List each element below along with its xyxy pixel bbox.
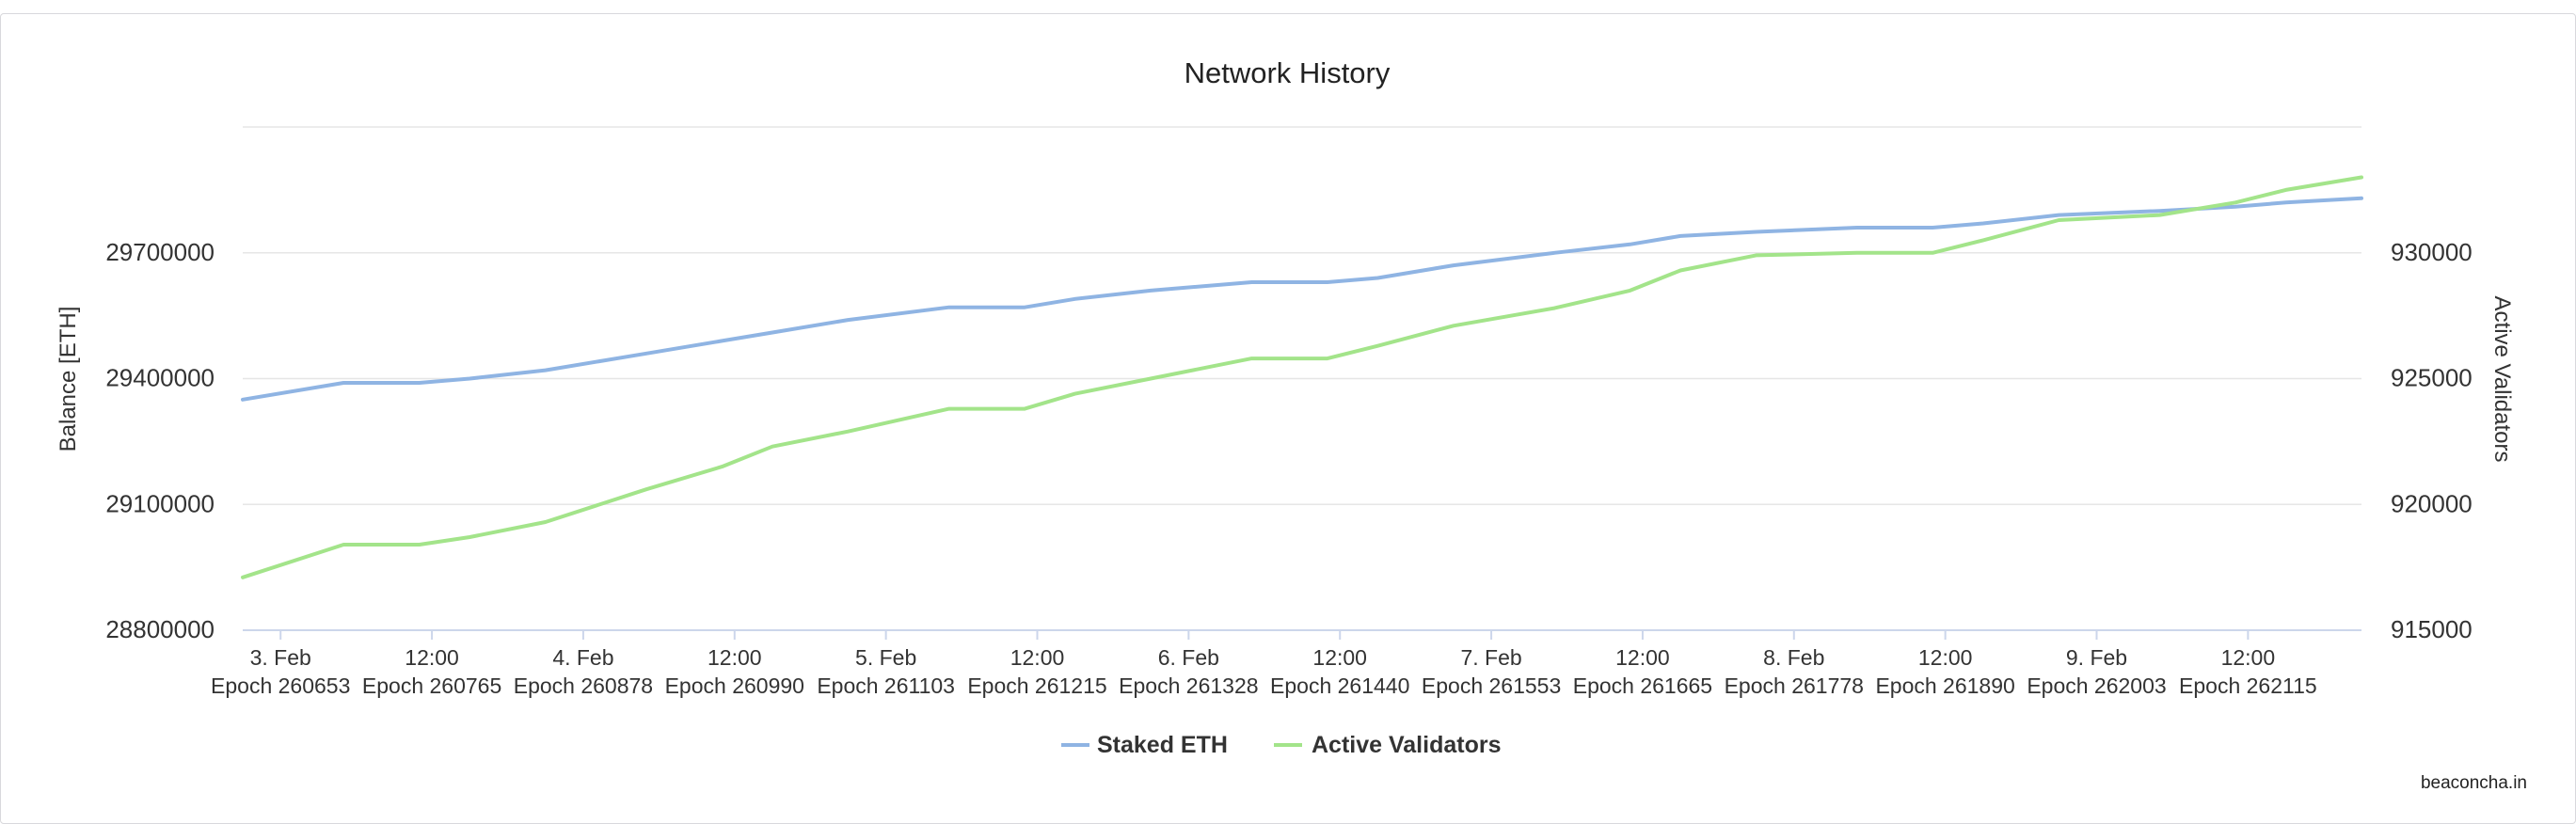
x-tick-label: 12:00 [708,645,762,670]
x-tick-label: 5. Feb [855,645,916,670]
x-tick-epoch: Epoch 261440 [1270,673,1409,698]
x-tick-label: 12:00 [1615,645,1670,670]
y-tick-label: 29400000 [105,364,215,392]
x-tick-epoch: Epoch 261778 [1725,673,1864,698]
y2-tick-label: 915000 [2391,615,2473,643]
x-tick-label: 7. Feb [1460,645,1521,670]
x-axis-ticks: 3. Feb Epoch 260653 12:00 Epoch 260765 4. Fe… [211,630,2317,698]
y-tick-label: 29700000 [105,238,215,266]
y2-tick-label: 920000 [2391,489,2473,517]
x-tick-label: 9. Feb [2066,645,2127,670]
x-tick-label: 8. Feb [1763,645,1824,670]
y-axis-right-label: Active Validators [2489,296,2515,463]
legend-item-staked-eth[interactable]: Staked ETH [1061,732,1228,758]
y-axis-left-label: Balance [ETH] [56,307,81,452]
y-axis-left-ticks: 28800000 29100000 29400000 29700000 [105,238,215,643]
series-line-active-validators[interactable] [241,175,2363,579]
x-tick-epoch: Epoch 261553 [1422,673,1561,698]
x-tick-label: 3. Feb [250,645,311,670]
chart-card [0,13,2576,824]
y2-tick-label: 925000 [2391,364,2473,392]
x-tick-label: 12:00 [2221,645,2276,670]
x-tick-epoch: Epoch 261890 [1875,673,2014,698]
x-tick-label: 12:00 [1312,645,1367,670]
x-tick-label: 12:00 [1918,645,1973,670]
y-tick-label: 28800000 [105,615,215,643]
series-lines [241,175,2363,579]
x-tick-epoch: Epoch 260878 [514,673,653,698]
x-tick-label: 4. Feb [552,645,613,670]
legend-label-active-validators: Active Validators [1312,732,1501,758]
x-tick-epoch: Epoch 262003 [2027,673,2166,698]
series-line-staked-eth[interactable] [241,196,2363,402]
x-tick-epoch: Epoch 261665 [1573,673,1712,698]
chart-title: Network History [1185,56,1391,89]
y-tick-label: 29100000 [105,489,215,517]
legend-label-staked-eth: Staked ETH [1097,732,1228,758]
grid-lines [243,126,2361,631]
y2-tick-label: 930000 [2391,238,2473,266]
credits-link[interactable]: beaconcha.in [2421,773,2527,793]
legend: Staked ETH Active Validators [1061,732,1501,758]
x-tick-label: 12:00 [405,645,459,670]
x-tick-epoch: Epoch 261215 [967,673,1106,698]
x-tick-epoch: Epoch 262115 [2179,673,2317,698]
y-axis-right-ticks: 915000 920000 925000 930000 [2391,238,2473,643]
legend-item-active-validators[interactable]: Active Validators [1274,732,1501,758]
x-tick-epoch: Epoch 261103 [817,673,955,698]
x-tick-label: 12:00 [1010,645,1065,670]
x-tick-epoch: Epoch 260653 [211,673,350,698]
x-tick-epoch: Epoch 261328 [1119,673,1258,698]
x-tick-label: 6. Feb [1158,645,1219,670]
x-tick-epoch: Epoch 260765 [362,673,501,698]
x-tick-epoch: Epoch 260990 [665,673,804,698]
